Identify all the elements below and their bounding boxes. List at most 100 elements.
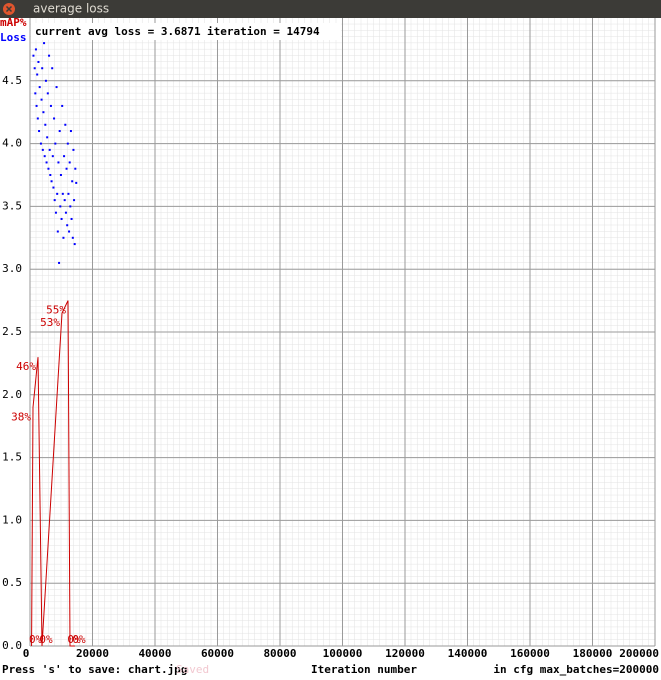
loss-point [60, 217, 63, 220]
loss-point [58, 130, 61, 133]
x-axis-label: Iteration number [311, 663, 417, 676]
loss-point [61, 192, 64, 195]
x-tick-label: 80000 [263, 647, 296, 660]
map-label: 53% [40, 316, 60, 329]
loss-point [51, 67, 54, 70]
saved-note: Saved [176, 663, 209, 676]
map-label: 38% [11, 410, 31, 423]
status-box [31, 23, 341, 40]
loss-point [67, 192, 70, 195]
loss-point [75, 181, 78, 184]
loss-point [41, 148, 44, 151]
loss-point [49, 104, 52, 107]
loss-point [33, 67, 36, 70]
loss-point [58, 261, 61, 264]
y-tick-label: 3.5 [2, 199, 22, 212]
loss-point [73, 243, 76, 246]
y-tick-label: 0.0 [2, 639, 22, 652]
loss-point [35, 104, 38, 107]
loss-point [68, 161, 71, 164]
loss-point [42, 111, 45, 114]
loss-point [72, 148, 75, 151]
map-line [31, 300, 75, 647]
loss-point [39, 142, 42, 145]
y-tick-label: 4.5 [2, 74, 22, 87]
close-icon [5, 5, 13, 13]
x-tick-label: 100000 [323, 647, 363, 660]
map-label: 46% [16, 360, 36, 373]
loss-point [69, 130, 72, 133]
loss-point [71, 180, 74, 183]
loss-point [36, 73, 39, 76]
loss-point [52, 186, 55, 189]
status-text: current avg loss = 3.6871 [35, 25, 201, 38]
loss-point [69, 205, 72, 208]
loss-point [38, 130, 41, 133]
y-tick-label: 0.5 [2, 576, 22, 589]
loss-point [40, 98, 43, 101]
loss-point [57, 161, 60, 164]
loss-point [34, 48, 37, 51]
loss-point [32, 54, 35, 57]
x-tick-label: 160000 [510, 647, 550, 660]
x-tick-label: 140000 [448, 647, 488, 660]
loss-point [71, 236, 74, 239]
save-hint: Press 's' to save: chart.jpg [2, 663, 187, 676]
loss-point [64, 211, 67, 214]
map-label: 55% [46, 304, 66, 317]
loss-point [73, 199, 76, 202]
x-tick-label: 180000 [573, 647, 613, 660]
map-label: 0% [72, 633, 86, 646]
loss-point [56, 230, 59, 233]
loss-point [63, 155, 66, 158]
loss-point [46, 92, 49, 95]
loss-point [64, 123, 67, 126]
loss-point [45, 161, 48, 164]
x-tick-label: 20000 [76, 647, 109, 660]
loss-point [43, 155, 46, 158]
x-tick-label: 40000 [138, 647, 171, 660]
map-label: 0% [39, 633, 53, 646]
title-bar [0, 0, 661, 18]
status-text: iteration = 14794 [207, 25, 320, 38]
loss-point [70, 217, 73, 220]
loss-point [63, 199, 66, 202]
loss-point [36, 117, 39, 120]
loss-point [41, 67, 44, 70]
x-tick-label: 200000 [619, 647, 659, 660]
y-tick-label: 2.5 [2, 325, 22, 338]
loss-point [59, 205, 62, 208]
window-title: average loss [33, 2, 109, 16]
x-tick-label: 0 [23, 647, 30, 660]
loss-point [51, 155, 54, 158]
loss-point [66, 224, 69, 227]
loss-point [48, 148, 51, 151]
x-tick-label: 120000 [385, 647, 425, 660]
max-batches: in cfg max_batches=200000 [493, 663, 659, 676]
loss-point [38, 86, 41, 89]
y-tick-label: 2.0 [2, 388, 22, 401]
loss-point [65, 167, 68, 170]
y-tick-label: 3.0 [2, 262, 22, 275]
loss-point [43, 42, 46, 45]
loss-point [55, 86, 58, 89]
loss-point [49, 174, 52, 176]
map-label: 0% [29, 633, 43, 646]
loss-point [54, 211, 57, 214]
loss-point [53, 117, 56, 120]
loss-point [46, 136, 49, 139]
y-tick-label: 1.5 [2, 451, 22, 464]
loss-point [61, 104, 64, 107]
loss-point [68, 230, 71, 233]
loss-point [59, 174, 62, 176]
y-tick-label: 1.0 [2, 513, 22, 526]
loss-point [44, 79, 47, 82]
loss-point [62, 236, 65, 239]
loss-point [48, 54, 51, 57]
loss-point [56, 192, 59, 195]
loss-point [53, 199, 56, 202]
loss-point [47, 167, 50, 170]
y-tick-label: 4.0 [2, 137, 22, 150]
loss-point [34, 92, 37, 95]
